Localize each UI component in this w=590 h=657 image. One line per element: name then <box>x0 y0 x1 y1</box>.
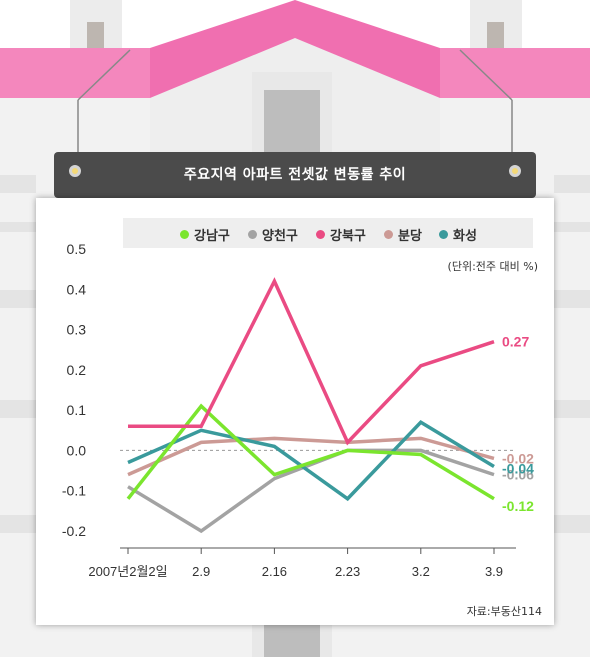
x-tick-label: 2.16 <box>262 564 287 579</box>
series-line-5 <box>127 420 495 502</box>
y-tick-label: 0.0 <box>67 442 87 458</box>
y-tick-label: 0.1 <box>67 402 87 418</box>
x-tick-label: 2.9 <box>192 564 210 579</box>
legend-item-hwaseong: 화성 <box>439 225 477 244</box>
y-tick-label: 0.2 <box>67 362 87 378</box>
y-tick-label: -0.1 <box>62 483 86 499</box>
chart-panel: 강남구 양천구 강북구 분당 화성 (단위:전주 대비 %) 0.5 0.4 0.3… <box>36 198 554 625</box>
line-chart: 0.5 0.4 0.3 0.2 0.1 0.0 -0.1 -0.2 2007년2월2일 2.9 2… <box>62 241 534 579</box>
end-value-label: -0.06 <box>502 467 534 483</box>
series-line-1 <box>126 403 495 501</box>
end-value-label: -0.02 <box>502 450 534 466</box>
legend-item-gangnam: 강남구 <box>180 225 230 244</box>
legend-dot-icon <box>180 230 189 239</box>
y-tick-label: 0.4 <box>67 281 87 297</box>
x-tick-label: 2.23 <box>335 564 360 579</box>
x-tick-label: 2007년2월2일 <box>88 564 167 579</box>
legend: 강남구 양천구 강북구 분당 화성 <box>123 218 533 248</box>
ring-right-icon <box>509 165 521 177</box>
legend-item-bundang: 분당 <box>384 225 422 244</box>
legend-item-yangcheon: 양천구 <box>248 225 298 244</box>
legend-dot-icon <box>439 230 448 239</box>
series-line-2 <box>127 448 495 534</box>
legend-dot-icon <box>384 230 393 239</box>
legend-item-gangbuk: 강북구 <box>316 225 366 244</box>
x-tick-label: 3.2 <box>412 564 430 579</box>
title-banner: 주요지역 아파트 전셋값 변동률 추이 <box>54 152 536 198</box>
ring-left-icon <box>69 165 81 177</box>
legend-dot-icon <box>316 230 325 239</box>
y-tick-label: -0.2 <box>62 523 86 539</box>
end-value-label: -0.12 <box>502 498 534 514</box>
legend-label: 양천구 <box>262 229 298 244</box>
legend-label: 강북구 <box>330 229 366 244</box>
unit-label: (단위:전주 대비 %) <box>447 260 538 273</box>
end-value-label: 0.27 <box>502 334 529 350</box>
legend-label: 강남구 <box>194 229 230 244</box>
y-tick-label: 0.5 <box>67 241 87 257</box>
end-value-label: -0.04 <box>502 461 534 477</box>
x-tick-label: 3.9 <box>485 564 503 579</box>
series-line-4 <box>127 436 495 477</box>
series-line-3 <box>128 277 495 446</box>
y-tick-label: 0.3 <box>67 322 87 338</box>
source-note: 자료:부동산114 <box>466 605 542 618</box>
legend-label: 분당 <box>398 229 422 244</box>
chart-title: 주요지역 아파트 전셋값 변동률 추이 <box>183 167 407 183</box>
legend-dot-icon <box>248 230 257 239</box>
legend-label: 화성 <box>453 229 477 244</box>
